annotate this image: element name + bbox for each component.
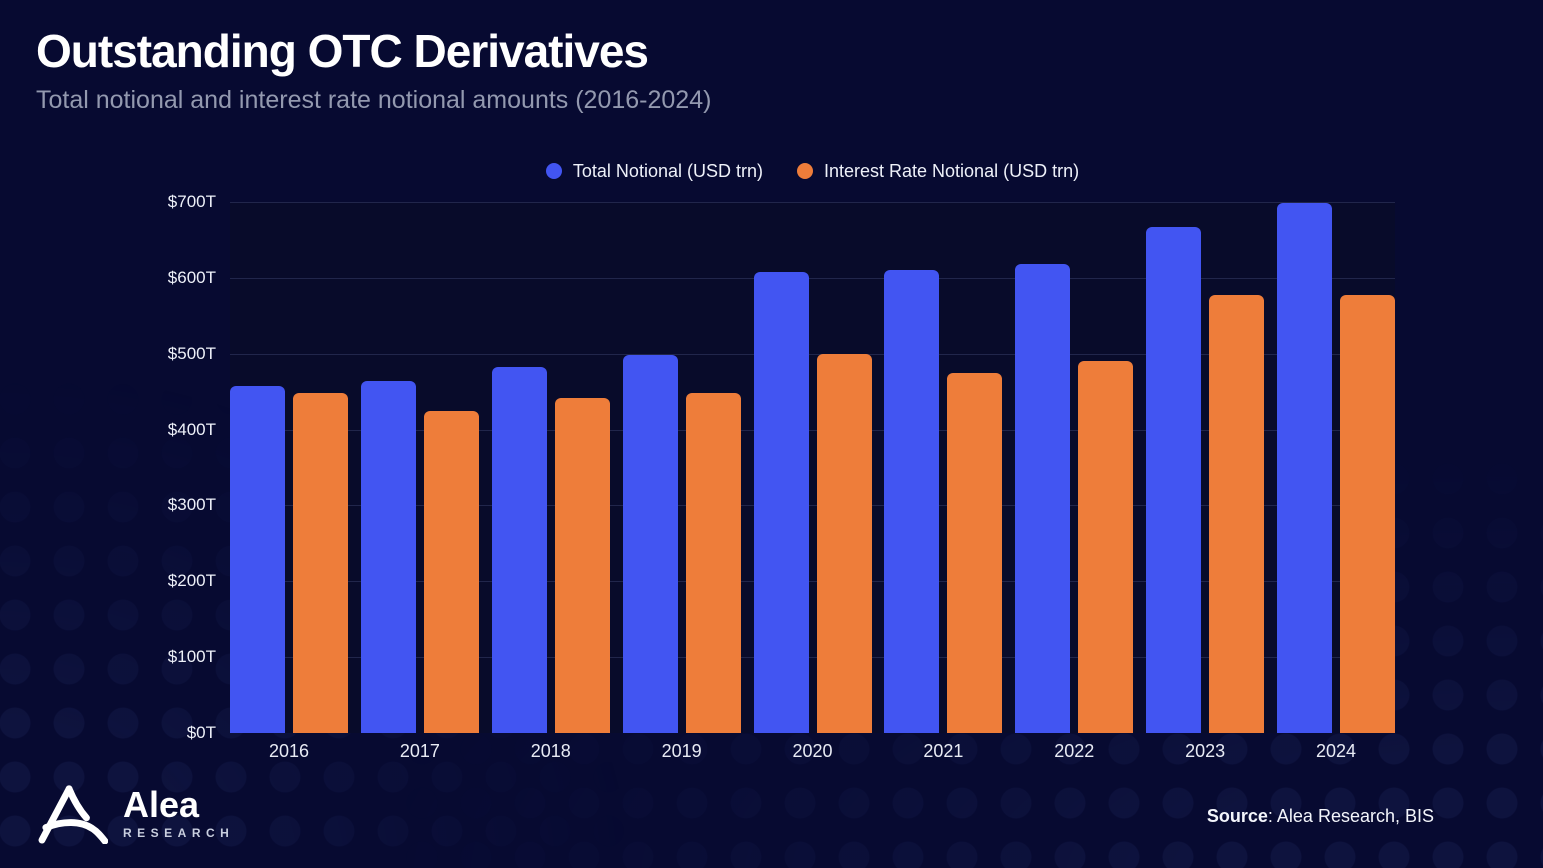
- x-tick-2024: 2024: [1315, 741, 1357, 761]
- interest-rate-notional-dot-icon: [796, 163, 813, 179]
- x-tick-2020: 2020: [792, 741, 833, 761]
- x-tick-2018: 2018: [530, 741, 571, 761]
- source-text: : Alea Research, BIS: [1267, 806, 1434, 826]
- bar-interest-rate-notional-2020: [816, 353, 872, 733]
- y-tick-400: $400T: [167, 419, 216, 439]
- gridline-400: [230, 429, 1395, 431]
- bar-interest-rate-notional-2023: [1209, 295, 1265, 733]
- legend-label-total-notional: Total Notional (USD trn): [572, 160, 763, 181]
- bar-interest-rate-notional-2019: [685, 393, 741, 733]
- gridline-100: [230, 657, 1395, 659]
- bar-total-notional-2024: [1277, 202, 1332, 733]
- logo-text: Alea RESEARCH: [123, 783, 235, 841]
- gridline-300: [230, 505, 1395, 507]
- bar-total-notional-2023: [1146, 227, 1202, 733]
- page-title: Outstanding OTC Derivatives: [36, 25, 649, 77]
- alea-logo-icon: [38, 785, 108, 844]
- bar-total-notional-2019: [622, 355, 678, 733]
- bar-total-notional-2016: [230, 385, 285, 733]
- logo-name: Alea: [123, 783, 200, 825]
- legend-item-interest-rate-notional: Interest Rate Notional (USD trn): [796, 160, 1080, 182]
- bar-total-notional-2020: [753, 271, 809, 733]
- total-notional-dot-icon: [545, 163, 562, 179]
- bar-total-notional-2018: [491, 366, 547, 733]
- gridline-600: [230, 277, 1395, 279]
- x-tick-2016: 2016: [268, 741, 310, 761]
- bar-interest-rate-notional-2016: [293, 393, 348, 733]
- bar-interest-rate-notional-2018: [554, 397, 610, 733]
- source-label: Source: [1206, 806, 1268, 826]
- bar-interest-rate-notional-2021: [947, 373, 1003, 733]
- chart-legend: Total Notional (USD trn) Interest Rate N…: [230, 157, 1395, 185]
- gridline-700: [230, 202, 1395, 203]
- alea-research-logo: Alea RESEARCH: [34, 782, 234, 844]
- bar-total-notional-2017: [360, 381, 416, 733]
- y-tick-700: $700T: [167, 192, 216, 211]
- bar-interest-rate-notional-2022: [1078, 361, 1134, 733]
- plot-area: $0T $100T $200T $300T $400T $500T $600T $700T 20…: [168, 192, 1395, 761]
- gridline-500: [230, 353, 1395, 355]
- bar-total-notional-2022: [1015, 264, 1071, 733]
- legend-item-total-notional: Total Notional (USD trn): [545, 160, 763, 182]
- y-tick-200: $200T: [167, 571, 216, 591]
- y-tick-500: $500T: [167, 343, 216, 363]
- bar-interest-rate-notional-2017: [423, 411, 479, 733]
- x-tick-2019: 2019: [661, 741, 702, 761]
- y-tick-600: $600T: [167, 267, 216, 287]
- bar-total-notional-2021: [884, 270, 940, 733]
- page-subtitle: Total notional and interest rate notiona…: [36, 86, 712, 114]
- x-tick-2021: 2021: [923, 741, 964, 761]
- y-tick-100: $100T: [167, 647, 216, 667]
- gridline-200: [230, 581, 1395, 583]
- source-attribution: Source: Alea Research, BIS: [1207, 806, 1434, 827]
- bar-interest-rate-notional-2024: [1340, 294, 1395, 733]
- legend-label-interest-rate-notional: Interest Rate Notional (USD trn): [823, 160, 1080, 181]
- y-tick-0: $0T: [186, 723, 216, 742]
- logo-subtext: RESEARCH: [123, 826, 235, 841]
- y-tick-300: $300T: [167, 495, 216, 515]
- x-tick-2017: 2017: [399, 741, 440, 761]
- x-tick-2023: 2023: [1185, 741, 1226, 761]
- x-tick-2022: 2022: [1054, 741, 1095, 761]
